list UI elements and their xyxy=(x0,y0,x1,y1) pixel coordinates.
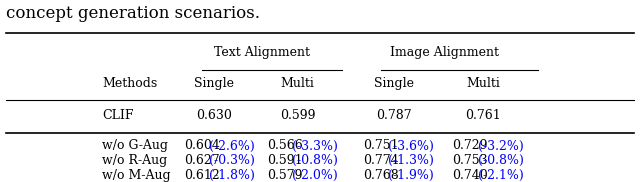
Text: 0.627: 0.627 xyxy=(184,154,220,167)
Text: 0.787: 0.787 xyxy=(376,109,412,122)
Text: 0.768: 0.768 xyxy=(363,169,399,182)
Text: 0.740: 0.740 xyxy=(452,169,488,182)
Text: w/o G-Aug: w/o G-Aug xyxy=(102,139,168,153)
Text: w/o M-Aug: w/o M-Aug xyxy=(102,169,171,182)
Text: 0.604: 0.604 xyxy=(184,139,220,153)
Text: (-1.9%): (-1.9%) xyxy=(388,169,434,182)
Text: 0.612: 0.612 xyxy=(184,169,220,182)
Text: (-0.8%): (-0.8%) xyxy=(478,154,524,167)
Text: (-1.3%): (-1.3%) xyxy=(388,154,435,167)
Text: concept generation scenarios.: concept generation scenarios. xyxy=(6,5,260,22)
Text: (-0.3%): (-0.3%) xyxy=(209,154,255,167)
Text: (-3.3%): (-3.3%) xyxy=(292,139,339,153)
Text: Multi: Multi xyxy=(467,77,500,90)
Text: 0.591: 0.591 xyxy=(267,154,303,167)
Text: 0.774: 0.774 xyxy=(363,154,399,167)
Text: 0.729: 0.729 xyxy=(452,139,488,153)
Text: w/o R-Aug: w/o R-Aug xyxy=(102,154,168,167)
Text: (-2.0%): (-2.0%) xyxy=(292,169,338,182)
Text: Single: Single xyxy=(374,77,413,90)
Text: (-1.8%): (-1.8%) xyxy=(209,169,255,182)
Text: 0.599: 0.599 xyxy=(280,109,316,122)
Text: 0.761: 0.761 xyxy=(465,109,501,122)
Text: Multi: Multi xyxy=(281,77,314,90)
Text: Image Alignment: Image Alignment xyxy=(390,46,499,59)
Text: Single: Single xyxy=(195,77,234,90)
Text: 0.566: 0.566 xyxy=(267,139,303,153)
Text: 0.579: 0.579 xyxy=(267,169,302,182)
Text: (-3.2%): (-3.2%) xyxy=(478,139,524,153)
Text: (-0.8%): (-0.8%) xyxy=(292,154,339,167)
Text: Methods: Methods xyxy=(102,77,157,90)
Text: (-3.6%): (-3.6%) xyxy=(388,139,435,153)
Text: (-2.6%): (-2.6%) xyxy=(209,139,255,153)
Text: CLIF: CLIF xyxy=(102,109,134,122)
Text: (-2.1%): (-2.1%) xyxy=(478,169,524,182)
Text: 0.753: 0.753 xyxy=(452,154,488,167)
Text: 0.751: 0.751 xyxy=(363,139,399,153)
Text: Text Alignment: Text Alignment xyxy=(214,46,310,59)
Text: 0.630: 0.630 xyxy=(196,109,232,122)
